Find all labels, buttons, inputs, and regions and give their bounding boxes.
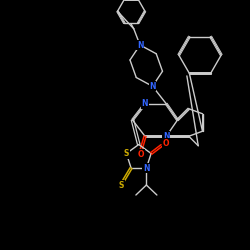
Text: N: N	[149, 82, 156, 91]
Text: O: O	[138, 150, 144, 159]
Text: N: N	[143, 164, 150, 172]
Text: S: S	[119, 181, 124, 190]
Text: N: N	[142, 99, 148, 108]
Text: N: N	[137, 40, 143, 50]
Text: S: S	[124, 149, 129, 158]
Text: N: N	[163, 132, 170, 141]
Text: O: O	[163, 139, 169, 148]
